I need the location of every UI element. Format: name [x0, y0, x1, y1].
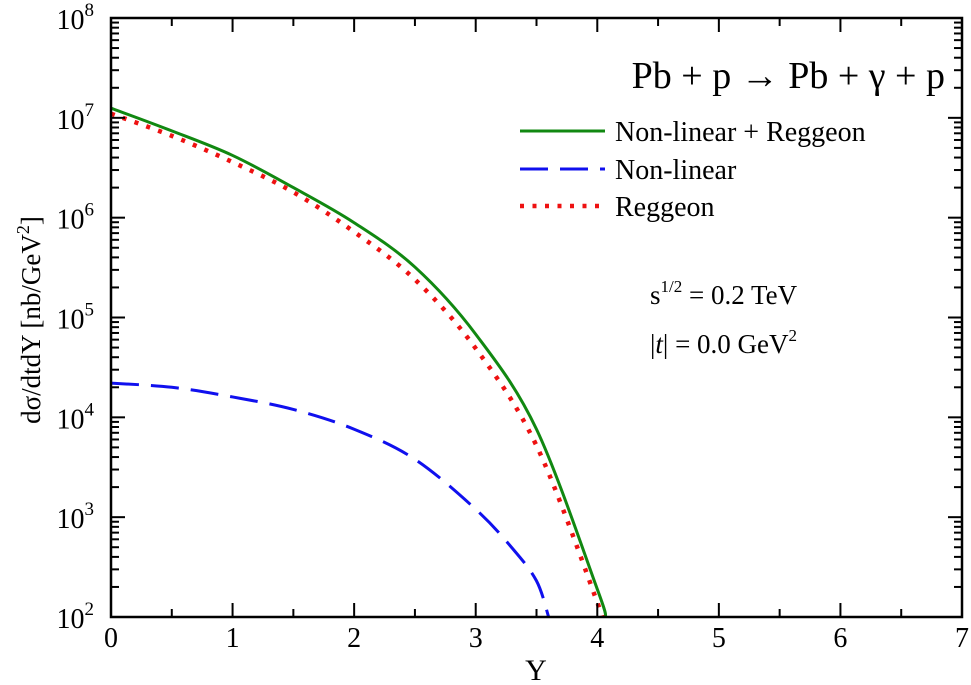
- x-tick-label: 1: [226, 623, 240, 654]
- legend-label-nonlinear-reggeon: Non-linear + Reggeon: [615, 117, 866, 148]
- y-tick-label: 107: [57, 100, 95, 136]
- x-axis-label: Y: [525, 654, 547, 685]
- x-tick-label: 2: [347, 623, 361, 654]
- y-axis-label: dσ/dtdY [nb/GeV2]: [13, 216, 46, 424]
- annotation-t: |t| = 0.0 GeV2: [650, 326, 797, 359]
- x-tick-label: 7: [955, 623, 969, 654]
- legend-label-nonlinear: Non-linear: [615, 155, 737, 186]
- x-tick-label: 3: [469, 623, 483, 654]
- series-line-reggeon: [111, 111, 605, 617]
- series-line-non-linear-reggeon: [111, 106, 608, 617]
- y-tick-label: 106: [57, 200, 95, 236]
- x-tick-labels: 0 1 2 3 4 5 6 7: [104, 623, 969, 654]
- y-tick-label: 103: [57, 499, 95, 535]
- x-tick-label: 6: [833, 623, 847, 654]
- x-tick-label: 5: [712, 623, 726, 654]
- annotation-energy: s1/2 = 0.2 TeV: [650, 277, 798, 310]
- chart-title: Pb + p → Pb + γ + p: [632, 55, 945, 97]
- y-tick-labels: 102 103 104 105 106 107 108: [57, 0, 95, 635]
- legend: Non-linear + Reggeon Non-linear Reggeon: [520, 117, 866, 223]
- axis-ticks: [110, 18, 963, 618]
- legend-label-reggeon: Reggeon: [615, 192, 715, 223]
- plot-frame: [109, 16, 964, 619]
- y-tick-label: 105: [57, 300, 95, 336]
- y-tick-label: 108: [57, 0, 95, 36]
- y-tick-label: 104: [57, 399, 95, 435]
- x-tick-label: 0: [104, 623, 118, 654]
- x-tick-label: 4: [590, 623, 604, 654]
- y-tick-label: 102: [57, 599, 95, 635]
- curves: [111, 106, 608, 617]
- series-line-non-linear: [111, 381, 551, 617]
